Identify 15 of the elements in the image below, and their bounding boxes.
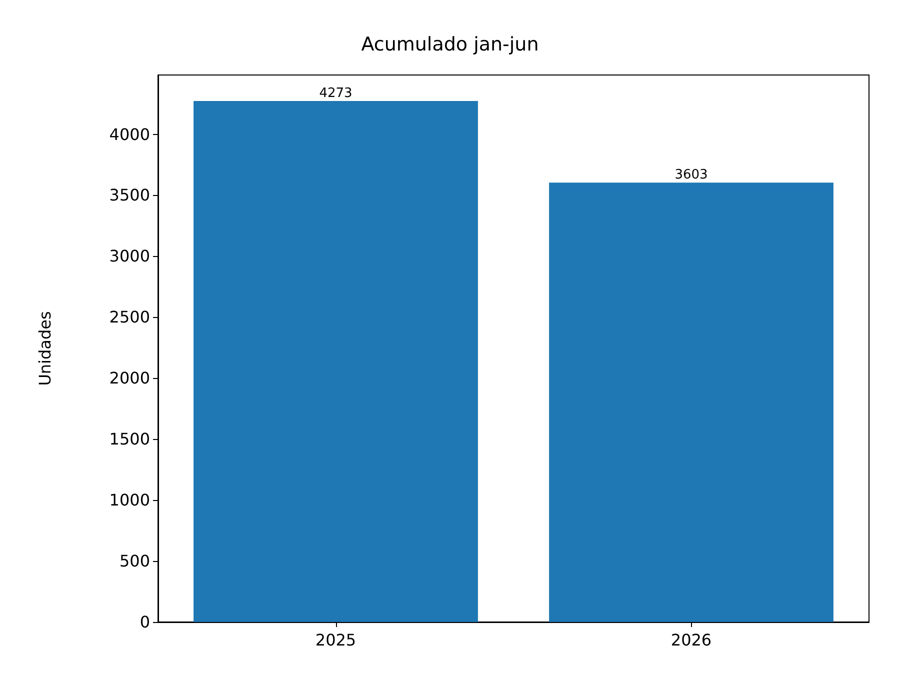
y-tick-label: 2500 <box>109 308 150 327</box>
data-label: 3603 <box>674 168 708 183</box>
y-tick-label: 1000 <box>109 490 150 510</box>
x-tick-label: 2025 <box>315 630 356 650</box>
data-label: 4273 <box>319 86 352 101</box>
chart-title: Acumulado jan-jun <box>361 34 539 56</box>
y-tick-label: 3500 <box>109 186 150 205</box>
x-tick-label: 2026 <box>670 630 712 650</box>
y-tick-label: 4000 <box>109 124 150 144</box>
y-tick-label: 0 <box>140 612 150 632</box>
y-tick-label: 3000 <box>109 246 150 266</box>
y-tick-label: 1500 <box>109 430 150 449</box>
y-axis-title: Unidades <box>36 311 54 386</box>
y-tick-label: 2000 <box>109 368 150 388</box>
y-tick-label: 500 <box>119 552 150 571</box>
